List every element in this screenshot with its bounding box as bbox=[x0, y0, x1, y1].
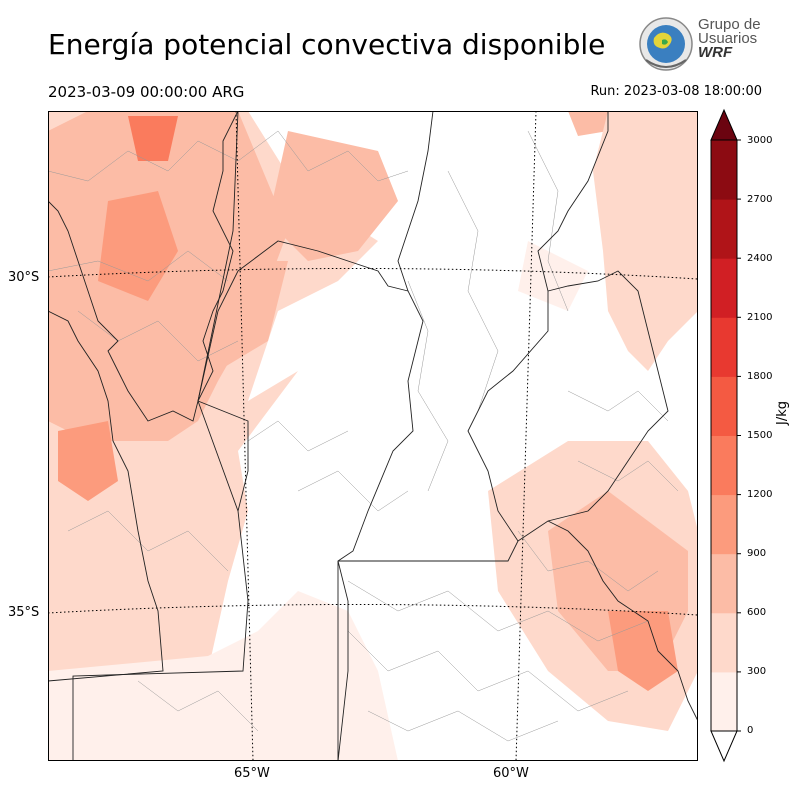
graticule bbox=[48, 111, 698, 761]
wrf-group-logo: Grupo de Usuarios WRF bbox=[638, 16, 768, 72]
colorbar-segment bbox=[711, 671, 737, 732]
run-time: Run: 2023-03-08 18:00:00 bbox=[590, 84, 762, 99]
lon-label-65w: 65°W bbox=[234, 766, 270, 781]
lat-label-30s: 30°S bbox=[8, 270, 40, 285]
colorbar-tick-label: 2700 bbox=[747, 194, 773, 205]
colorbar-segment bbox=[711, 258, 737, 318]
province-boundaries bbox=[48, 111, 698, 761]
colorbar-segment bbox=[711, 435, 737, 496]
department-boundaries bbox=[48, 130, 679, 742]
cape-map bbox=[48, 111, 698, 761]
colorbar-tick-label: 1800 bbox=[747, 371, 773, 382]
colorbar-extend-min bbox=[710, 730, 738, 763]
colorbar-unit: J/kg bbox=[775, 401, 790, 425]
colorbar-tick-label: 1200 bbox=[747, 489, 773, 500]
colorbar-frame bbox=[710, 139, 738, 732]
colorbar-segment bbox=[711, 199, 737, 259]
globe-seal-icon bbox=[639, 17, 693, 71]
colorbar-segments bbox=[710, 108, 738, 763]
logo-line-3: WRF bbox=[698, 44, 733, 61]
colorbar-segment bbox=[711, 494, 737, 555]
colorbar-tick-label: 3000 bbox=[747, 135, 773, 146]
cape-shading bbox=[48, 111, 698, 761]
valid-time: 2023-03-09 00:00:00 ARG bbox=[48, 83, 245, 101]
colorbar-extend-max bbox=[710, 108, 738, 141]
colorbar-tick-label: 600 bbox=[747, 607, 767, 618]
colorbar-segment bbox=[711, 612, 737, 673]
map-title: Energía potencial convectiva disponible bbox=[48, 28, 606, 61]
colorbar-segment bbox=[711, 317, 737, 377]
logo-line-1: Grupo de bbox=[698, 16, 761, 33]
lon-label-60w: 60°W bbox=[493, 766, 529, 781]
colorbar-tick-label: 300 bbox=[747, 666, 767, 677]
map-frame bbox=[48, 111, 698, 761]
logo-line-2: Usuarios bbox=[698, 30, 758, 47]
colorbar-tick-label: 2400 bbox=[747, 253, 773, 264]
colorbar-tick-marks bbox=[737, 139, 741, 732]
colorbar-segment bbox=[711, 553, 737, 614]
colorbar-segment bbox=[711, 140, 737, 200]
colorbar-tick-label: 900 bbox=[747, 548, 767, 559]
colorbar-segment bbox=[711, 376, 737, 436]
colorbar bbox=[710, 108, 741, 763]
colorbar-tick-label: 0 bbox=[747, 725, 754, 736]
colorbar-tick-label: 2100 bbox=[747, 312, 773, 323]
lat-label-35s: 35°S bbox=[8, 605, 40, 620]
colorbar-tick-label: 1500 bbox=[747, 430, 773, 441]
